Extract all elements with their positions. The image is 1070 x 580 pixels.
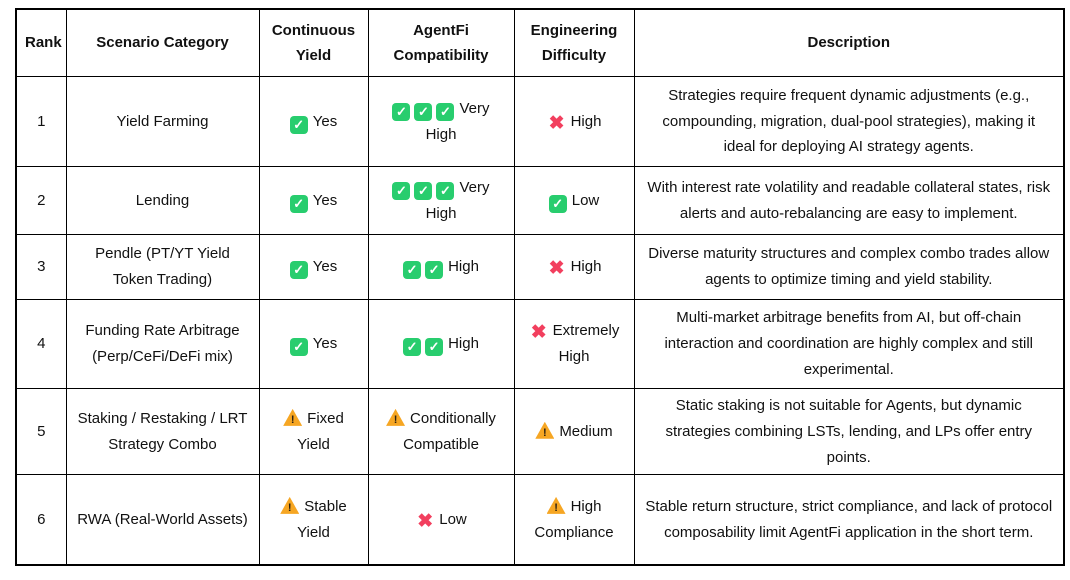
status-label: High [448,335,479,353]
table-body: 1 Yield Farming ✓ Yes ✓ ✓ ✓ Very High ✖ High Strat… [15,76,1065,566]
status-label: Yes [312,112,338,130]
agentfi-compatibility-cell: ✓ ✓ ✓ Very High [367,76,515,167]
status-label: High [570,258,602,276]
check-icon: ✓ [403,261,422,280]
rank-cell: 3 [15,234,67,300]
check-icon: ✓ [414,181,433,200]
table-row: 1 Yield Farming ✓ Yes ✓ ✓ ✓ Very High ✖ High Strat… [15,76,1065,167]
cross-icon: ✖ [417,510,434,532]
check-icon: ✓ [425,338,444,357]
check-icon: ✓ [289,115,308,134]
rank-cell: 1 [15,76,67,167]
description-cell: Stable return structure, strict complian… [633,474,1065,566]
warning-icon: ! [280,496,300,514]
category-cell: Yield Farming [65,76,260,167]
column-header: AgentFi Compatibility [367,8,515,77]
status-label: Yes [312,258,338,276]
exclamation-glyph: ! [554,501,558,514]
continuous-yield-cell: ! Fixed Yield [258,387,369,476]
description-cell: Diverse maturity structures and complex … [633,234,1065,300]
cross-icon: ✖ [548,258,565,280]
status-label: Stable Yield [297,497,351,541]
continuous-yield-cell: ✓ Yes [258,234,369,300]
scenario-ranking-table: Rank Scenario Category Continuous Yield Age… [15,8,1065,566]
exclamation-glyph: ! [542,426,547,439]
cross-icon: ✖ [548,112,565,134]
description-cell: Static staking is not suitable for Agent… [633,387,1065,476]
agentfi-compatibility-cell: ! Conditionally Compatible [367,387,515,476]
warning-icon: ! [535,421,555,439]
category-cell: Lending [65,166,260,235]
category-cell: Pendle (PT/YT Yield Token Trading) [65,234,260,300]
engineering-difficulty-cell: ✖ High [513,234,635,300]
status-label: High [570,112,602,130]
agentfi-compatibility-cell: ✖ Low [367,474,515,566]
rank-cell: 2 [15,166,67,235]
engineering-difficulty-cell: ✖ High [513,76,635,167]
engineering-difficulty-cell: ! High Compliance [513,474,635,566]
description-cell: Multi-market arbitrage benefits from AI,… [633,299,1065,389]
table-row: 4 Funding Rate Arbitrage (Perp/CeFi/DeFi … [15,299,1065,389]
check-icon: ✓ [392,102,411,121]
status-label: Fixed Yield [297,409,348,453]
column-header: Rank [15,8,67,77]
agentfi-compatibility-cell: ✓ ✓ High [367,234,515,300]
status-label: Yes [312,191,338,209]
status-label: Low [571,191,600,209]
exclamation-glyph: ! [393,413,398,426]
check-icon: ✓ [436,181,455,200]
category-cell: RWA (Real-World Assets) [65,474,260,566]
check-icon: ✓ [436,102,455,121]
exclamation-glyph: ! [290,413,295,426]
continuous-yield-cell: ✓ Yes [258,299,369,389]
status-label: Medium [559,422,613,440]
warning-icon: ! [283,408,303,426]
status-label: High [448,258,479,276]
status-label: Extremely High [552,322,624,365]
agentfi-compatibility-cell: ✓ ✓ High [367,299,515,389]
page: Rank Scenario Category Continuous Yield Age… [15,8,1065,566]
status-label: Conditionally Compatible [403,409,501,453]
description-cell: With interest rate volatility and readab… [633,166,1065,235]
table-row: 5 Staking / Restaking / LRT Strategy Comb… [15,387,1065,476]
check-icon: ✓ [289,261,308,280]
table-row: 3 Pendle (PT/YT Yield Token Trading) ✓ Yes ✓… [15,234,1065,300]
column-header: Continuous Yield [258,8,369,77]
engineering-difficulty-cell: ✓ Low [513,166,635,235]
agentfi-compatibility-cell: ✓ ✓ ✓ Very High [367,166,515,235]
cross-icon: ✖ [530,322,547,344]
rank-cell: 4 [15,299,67,389]
category-cell: Funding Rate Arbitrage (Perp/CeFi/DeFi m… [65,299,260,389]
check-icon: ✓ [548,194,567,213]
engineering-difficulty-cell: ! Medium [513,387,635,476]
warning-icon: ! [386,408,406,426]
check-icon: ✓ [289,194,308,213]
continuous-yield-cell: ! Stable Yield [258,474,369,566]
rank-cell: 6 [15,474,67,566]
exclamation-glyph: ! [287,501,292,514]
status-label: Very High [425,178,494,222]
continuous-yield-cell: ✓ Yes [258,166,369,235]
rank-cell: 5 [15,387,67,476]
status-label: High Compliance [534,497,614,541]
continuous-yield-cell: ✓ Yes [258,76,369,167]
status-label: Yes [312,335,338,353]
category-cell: Staking / Restaking / LRT Strategy Combo [65,387,260,476]
check-icon: ✓ [403,338,422,357]
check-icon: ✓ [289,338,308,357]
table-row: 6 RWA (Real-World Assets)! Stable Yield ✖ Lo… [15,474,1065,566]
check-icon: ✓ [414,102,433,121]
column-header: Scenario Category [65,8,260,77]
column-header: Engineering Difficulty [513,8,635,77]
check-icon: ✓ [392,181,411,200]
status-label: Very High [425,99,494,143]
header-row: Rank Scenario Category Continuous Yield Age… [15,8,1065,77]
status-label: Low [439,510,467,528]
description-cell: Strategies require frequent dynamic adju… [633,76,1065,167]
warning-icon: ! [546,496,566,514]
check-icon: ✓ [425,261,444,280]
column-header: Description [633,8,1065,77]
engineering-difficulty-cell: ✖ Extremely High [513,299,635,389]
table-row: 2 Lending ✓ Yes ✓ ✓ ✓ Very High ✓ Low With interes… [15,166,1065,235]
